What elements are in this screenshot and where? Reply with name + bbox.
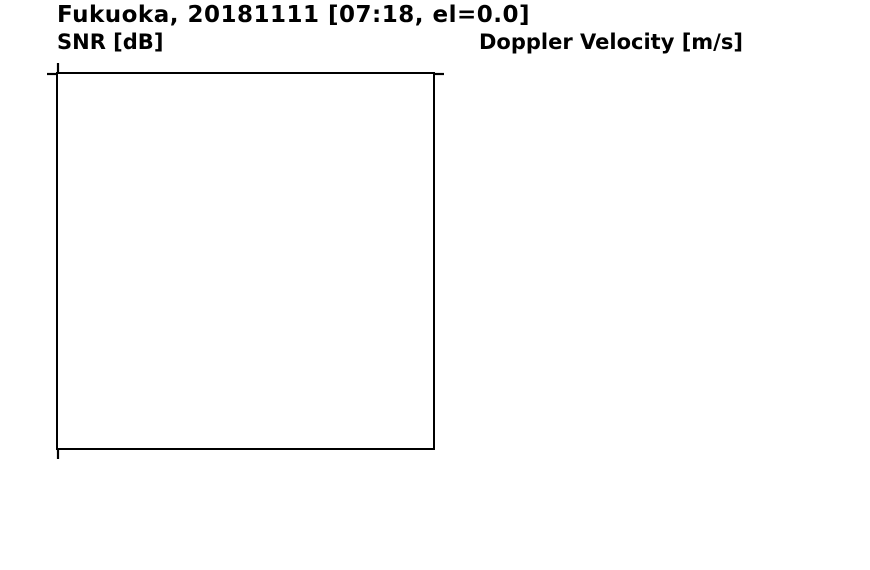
snr-radar-image	[58, 74, 433, 448]
panel-border	[56, 72, 435, 450]
figure-title: Fukuoka, 20181111 [07:18, el=0.0]	[57, 2, 530, 28]
snr-panel	[58, 74, 433, 448]
snr-panel-title: SNR [dB]	[57, 30, 164, 54]
doppler-panel	[480, 74, 855, 448]
doppler-radar-image	[480, 74, 855, 448]
vel-panel-title: Doppler Velocity [m/s]	[479, 30, 743, 54]
